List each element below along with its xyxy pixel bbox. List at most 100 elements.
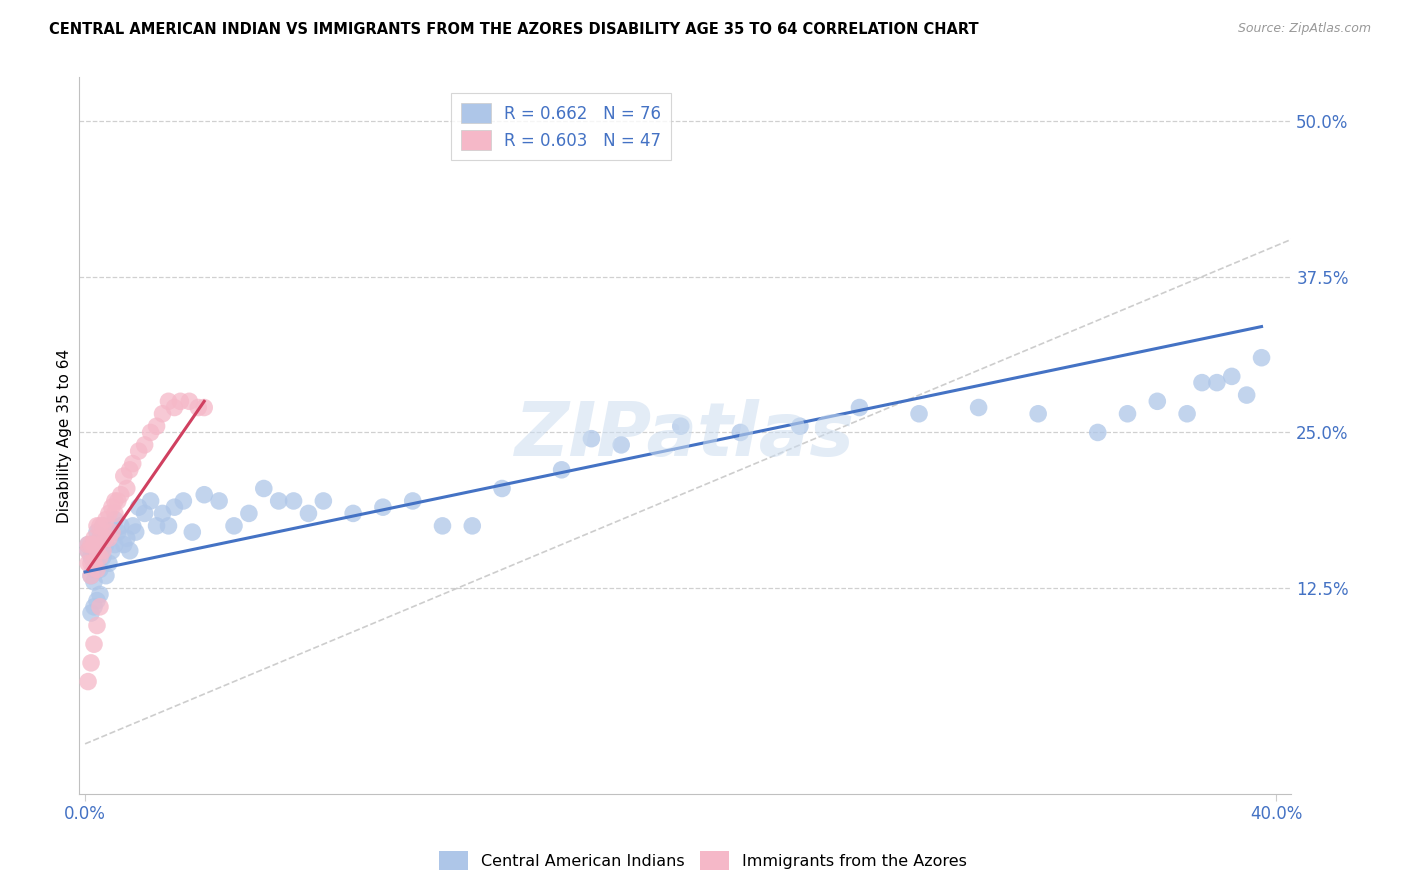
Point [77, 543, 100, 558]
Point [89, 549, 111, 564]
Point [80, 549, 103, 564]
Point [967, 401, 990, 415]
Point [115, 531, 138, 545]
Point [83, 599, 105, 614]
Point [107, 494, 129, 508]
Point [121, 457, 143, 471]
Point [83, 574, 105, 589]
Point [730, 425, 752, 440]
Point [97, 525, 120, 540]
Point [610, 438, 633, 452]
Point [134, 507, 156, 521]
Point [83, 531, 105, 545]
Point [581, 432, 603, 446]
Point [83, 637, 105, 651]
Point [104, 507, 127, 521]
Point [134, 438, 156, 452]
Point [83, 537, 105, 551]
Point [402, 494, 425, 508]
Point [110, 488, 132, 502]
Point [86, 537, 108, 551]
Point [157, 519, 180, 533]
Point [89, 543, 111, 558]
Point [104, 537, 127, 551]
Legend: Central American Indians, Immigrants from the Azores: Central American Indians, Immigrants fro… [433, 845, 973, 877]
Point [152, 407, 174, 421]
Point [267, 494, 290, 508]
Point [86, 556, 108, 570]
Point [112, 469, 135, 483]
Point [94, 531, 117, 545]
Point [80, 556, 103, 570]
Point [80, 568, 103, 582]
Point [83, 556, 105, 570]
Point [118, 543, 141, 558]
Point [94, 537, 117, 551]
Point [163, 500, 186, 515]
Point [128, 444, 150, 458]
Point [145, 519, 167, 533]
Point [908, 407, 931, 421]
Point [77, 556, 100, 570]
Point [1205, 376, 1227, 390]
Point [107, 525, 129, 540]
Point [1026, 407, 1049, 421]
Point [94, 568, 117, 582]
Point [163, 401, 186, 415]
Point [89, 587, 111, 601]
Y-axis label: Disability Age 35 to 64: Disability Age 35 to 64 [58, 349, 72, 523]
Point [101, 500, 124, 515]
Point [104, 513, 127, 527]
Point [86, 525, 108, 540]
Point [1175, 407, 1198, 421]
Point [152, 507, 174, 521]
Point [110, 519, 132, 533]
Point [83, 543, 105, 558]
Point [1236, 388, 1258, 402]
Point [77, 537, 100, 551]
Point [112, 537, 135, 551]
Point [77, 537, 100, 551]
Point [179, 394, 201, 409]
Point [312, 494, 335, 508]
Point [86, 593, 108, 607]
Point [101, 543, 124, 558]
Point [550, 463, 572, 477]
Point [1146, 394, 1168, 409]
Point [848, 401, 870, 415]
Point [128, 500, 150, 515]
Point [193, 488, 215, 502]
Point [297, 507, 319, 521]
Point [1220, 369, 1243, 384]
Point [77, 674, 100, 689]
Point [89, 519, 111, 533]
Point [77, 543, 100, 558]
Point [91, 519, 114, 533]
Text: ZIPatlas: ZIPatlas [515, 399, 855, 472]
Point [91, 543, 114, 558]
Point [157, 394, 180, 409]
Point [1250, 351, 1272, 365]
Point [491, 482, 513, 496]
Point [1087, 425, 1109, 440]
Point [222, 519, 245, 533]
Point [83, 562, 105, 576]
Point [89, 599, 111, 614]
Point [104, 494, 127, 508]
Point [89, 562, 111, 576]
Point [342, 507, 364, 521]
Point [145, 419, 167, 434]
Point [80, 537, 103, 551]
Point [208, 494, 231, 508]
Text: CENTRAL AMERICAN INDIAN VS IMMIGRANTS FROM THE AZORES DISABILITY AGE 35 TO 64 CO: CENTRAL AMERICAN INDIAN VS IMMIGRANTS FR… [49, 22, 979, 37]
Point [91, 549, 114, 564]
Point [89, 531, 111, 545]
Point [125, 525, 148, 540]
Point [101, 525, 124, 540]
Point [118, 463, 141, 477]
Point [172, 494, 194, 508]
Point [80, 656, 103, 670]
Point [169, 394, 191, 409]
Point [86, 543, 108, 558]
Point [97, 507, 120, 521]
